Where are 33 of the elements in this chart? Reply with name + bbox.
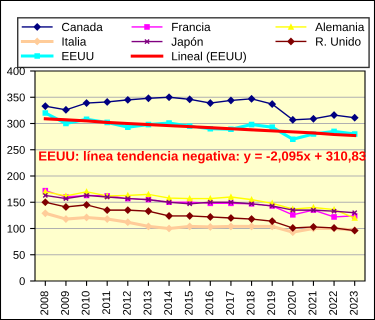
x-tick-label: 2018 bbox=[246, 291, 255, 315]
x-tick-label: 2015 bbox=[184, 291, 193, 315]
x-tick-label: 2023 bbox=[350, 291, 358, 315]
x-tick-label: 2016 bbox=[205, 291, 214, 315]
x-tick-label: 2014 bbox=[164, 291, 172, 315]
x-tick-label: 2019 bbox=[267, 291, 276, 315]
x-tick-label: 2017 bbox=[226, 291, 234, 315]
legend-label: Italia bbox=[62, 37, 86, 46]
y-tick-label: 0 bbox=[20, 277, 25, 286]
legend-label: EEUU bbox=[62, 52, 94, 60]
x-tick-label: 2010 bbox=[82, 291, 90, 315]
x-tick-label: 2020 bbox=[288, 291, 296, 315]
x-tick-label: 2013 bbox=[144, 291, 152, 315]
x-tick-label: 2022 bbox=[329, 291, 338, 315]
legend-label: Japón bbox=[171, 37, 203, 48]
legend-label: Lineal (EEUU) bbox=[172, 52, 246, 63]
y-tick-label: 200 bbox=[7, 172, 25, 180]
x-tick-label: 2009 bbox=[61, 291, 69, 315]
x-tick-label: 2012 bbox=[122, 291, 131, 315]
y-tick-label: 100 bbox=[8, 224, 25, 233]
legend-label: Francia bbox=[172, 22, 211, 32]
x-tick-label: 2011 bbox=[102, 291, 110, 314]
y-tick-label: 350 bbox=[7, 94, 25, 102]
legend-label: Canada bbox=[62, 22, 103, 32]
y-tick-label: 300 bbox=[7, 120, 25, 128]
y-tick-label: 150 bbox=[8, 198, 25, 206]
y-tick-label: 250 bbox=[7, 146, 25, 154]
y-tick-label: 400 bbox=[6, 67, 25, 76]
x-tick-label: 2021 bbox=[308, 291, 316, 315]
legend-label: Alemania bbox=[315, 22, 364, 32]
legend-label: R. Unido bbox=[316, 37, 361, 46]
x-tick-label: 2008 bbox=[40, 291, 48, 315]
y-tick-label: 50 bbox=[13, 251, 25, 259]
